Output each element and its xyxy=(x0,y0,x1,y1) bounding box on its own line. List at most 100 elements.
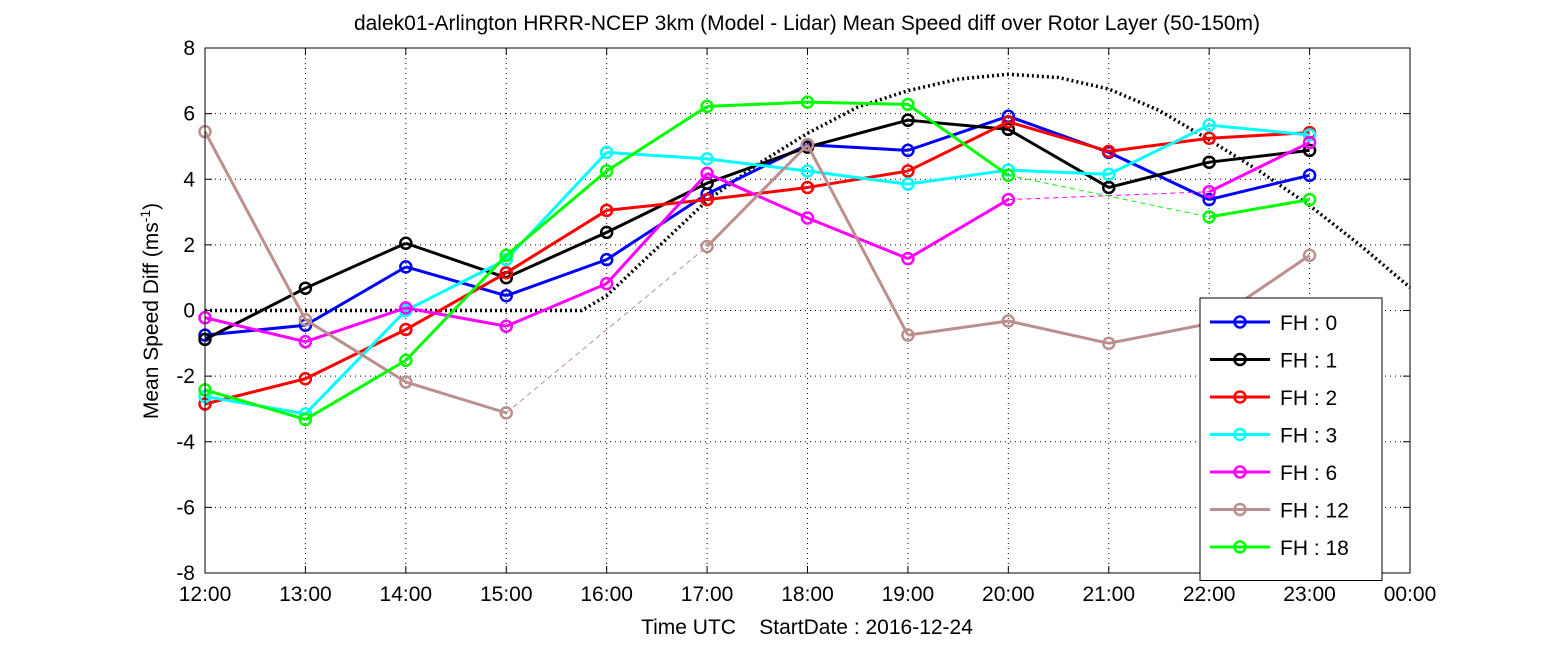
series-segment xyxy=(204,388,306,421)
series-segment xyxy=(605,172,709,285)
data-point xyxy=(1302,192,1317,207)
series-1 xyxy=(198,113,1317,347)
data-point xyxy=(1102,144,1116,159)
legend-entry: FH : 0 xyxy=(1210,312,1337,335)
legend-label: FH : 1 xyxy=(1280,350,1337,373)
data-point xyxy=(1001,168,1016,183)
data-point xyxy=(399,260,413,274)
series-segment xyxy=(505,231,608,280)
series-segment xyxy=(505,209,608,275)
data-point xyxy=(800,164,815,178)
data-point xyxy=(1302,168,1317,183)
series-segment xyxy=(1108,123,1210,176)
data-point xyxy=(1202,192,1216,207)
series-segment xyxy=(706,157,808,173)
x-axis-label: Time UTC StartDate : 2016-12-24 xyxy=(641,616,973,639)
series-segment xyxy=(606,198,708,212)
legend: FH : 0 FH : 1 FH : 2 FH : 3 FH : 6 FH : 12 FH … xyxy=(1199,297,1383,581)
legend-entry: FH : 12 xyxy=(1210,500,1349,523)
series-segment xyxy=(204,286,307,341)
data-point xyxy=(599,252,614,267)
legend-marker xyxy=(1233,315,1247,329)
series-segment xyxy=(404,254,508,362)
y-tick-label: 8 xyxy=(183,37,195,60)
y-tick-label: 2 xyxy=(183,234,195,257)
series-segment xyxy=(304,328,407,381)
data-point xyxy=(700,99,714,114)
series-segment xyxy=(304,241,407,290)
series-segment xyxy=(1008,168,1109,176)
data-point xyxy=(1202,210,1216,224)
series-segment xyxy=(505,282,608,328)
data-point xyxy=(1001,122,1016,137)
data-point xyxy=(499,319,513,333)
series-segment xyxy=(907,114,1009,152)
series-segment xyxy=(304,306,407,344)
data-point xyxy=(298,412,313,427)
data-point xyxy=(499,266,513,280)
data-point xyxy=(298,334,313,349)
series-segment xyxy=(807,100,908,106)
series-segment xyxy=(1108,160,1210,189)
legend-label: FH : 0 xyxy=(1280,312,1337,335)
series-segment xyxy=(304,309,407,415)
y-tick-label: -6 xyxy=(176,496,195,519)
series-segment xyxy=(1108,136,1210,153)
x-tick-label: 16:00 xyxy=(580,583,633,606)
legend-entry: FH : 2 xyxy=(1210,387,1337,410)
series-segment xyxy=(505,258,608,298)
series-segment xyxy=(1007,120,1110,153)
series-segment xyxy=(706,143,809,248)
legend-entry: FH : 3 xyxy=(1210,425,1337,448)
data-point xyxy=(499,248,513,263)
data-point xyxy=(298,281,313,295)
series-layer xyxy=(198,95,1317,427)
series-segment xyxy=(304,359,407,421)
x-tick-label: 20:00 xyxy=(982,583,1035,606)
data-point xyxy=(901,177,915,191)
legend-label: FH : 6 xyxy=(1280,462,1337,485)
series-segment xyxy=(907,103,1010,177)
series-gap-segment xyxy=(505,246,708,414)
data-point xyxy=(1202,155,1216,169)
data-point xyxy=(399,375,413,389)
legend-label: FH : 12 xyxy=(1280,500,1349,523)
series-segment xyxy=(203,130,307,321)
data-point xyxy=(1102,336,1116,351)
x-tick-label: 19:00 xyxy=(882,583,935,606)
series-segment xyxy=(1108,322,1210,345)
data-point xyxy=(399,236,413,250)
x-tick-label: 00:00 xyxy=(1384,583,1437,606)
series-segment xyxy=(907,120,1009,173)
legend-entry: FH : 6 xyxy=(1210,462,1337,485)
series-3 xyxy=(198,118,1317,421)
series-segment xyxy=(807,143,908,152)
data-point xyxy=(700,166,714,181)
data-point xyxy=(399,301,413,315)
data-point xyxy=(800,138,815,152)
y-tick-label: 0 xyxy=(183,300,195,323)
data-point xyxy=(700,192,714,207)
series-segment xyxy=(807,169,909,189)
series-segment xyxy=(405,306,507,328)
data-point xyxy=(298,312,313,327)
data-point xyxy=(599,225,614,240)
series-segment xyxy=(1208,198,1310,219)
data-point xyxy=(901,113,915,127)
data-point xyxy=(1302,135,1317,150)
data-point xyxy=(399,322,413,337)
data-point xyxy=(800,95,815,109)
legend-marker xyxy=(1233,427,1247,442)
legend-entry: FH : 18 xyxy=(1210,537,1349,560)
chart-title: dalek01-Arlington HRRR-NCEP 3km (Model -… xyxy=(354,12,1260,35)
x-tick-label: 12:00 xyxy=(179,583,232,606)
data-point xyxy=(901,328,915,342)
data-point xyxy=(1102,167,1116,182)
legend-label: FH : 2 xyxy=(1280,387,1337,410)
reference-curve-layer xyxy=(205,72,1412,313)
series-segment xyxy=(907,118,1009,131)
data-point xyxy=(901,143,915,158)
legend-entry: FH : 1 xyxy=(1210,350,1337,373)
series-2 xyxy=(198,115,1317,411)
